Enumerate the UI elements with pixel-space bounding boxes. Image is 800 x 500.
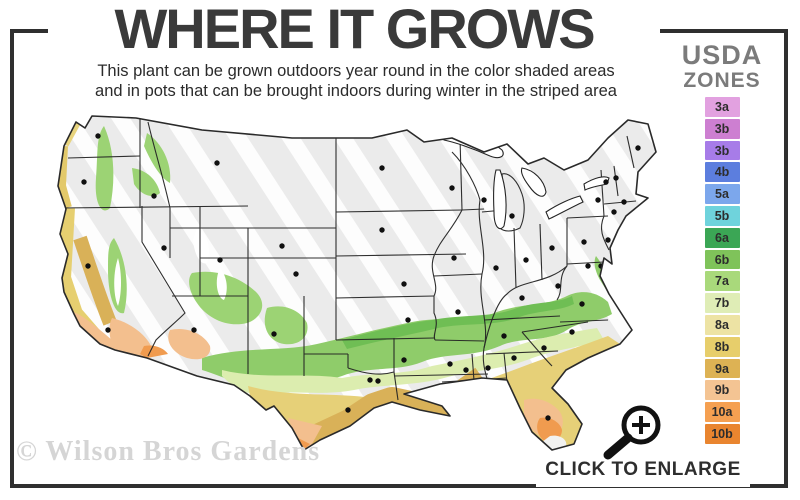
zone-swatch-10a-14: 10a — [704, 402, 740, 423]
city-dot — [569, 329, 575, 335]
city-dot — [585, 263, 591, 269]
zone-swatch-6a-6: 6a — [704, 227, 740, 248]
city-dot — [217, 257, 223, 263]
city-dot — [455, 309, 461, 315]
city-dot — [401, 281, 407, 287]
city-dot — [595, 197, 601, 203]
city-dot — [511, 355, 517, 361]
city-dot — [345, 407, 351, 413]
city-dot — [549, 245, 555, 251]
zone-swatch-5a-4: 5a — [704, 184, 740, 205]
city-dot — [611, 209, 617, 215]
magnifier-zoom-icon[interactable] — [596, 400, 662, 467]
city-dot — [581, 239, 587, 245]
watermark: © Wilson Bros Gardens — [16, 436, 321, 467]
usda-zones-legend: USDA ZONES 3a 3b 3b 4b 5a 5b 6a 6b 7a 7b 8a 8b 9a 9b 1… — [678, 42, 766, 444]
city-dot — [95, 133, 101, 139]
legend-title-zones: ZONES — [683, 69, 761, 92]
city-dots — [81, 133, 641, 421]
city-dot — [105, 327, 111, 333]
city-dot — [509, 213, 515, 219]
city-dot — [293, 271, 299, 277]
zone-swatch-3b-1: 3b — [704, 118, 740, 139]
page-title: WHERE IT GROWS — [48, 0, 660, 61]
city-dot — [161, 245, 167, 251]
zone-swatch-9a-12: 9a — [704, 358, 740, 379]
city-dot — [485, 365, 491, 371]
city-dot — [603, 179, 609, 185]
legend-title-usda: USDA — [681, 40, 763, 70]
city-dot — [545, 415, 551, 421]
zone-swatch-3b-2: 3b — [704, 140, 740, 161]
city-dot — [579, 301, 585, 307]
zone-swatch-10b-15: 10b — [704, 424, 740, 444]
city-dot — [271, 331, 277, 337]
click-to-enlarge-button[interactable]: CLICK TO ENLARGE — [536, 456, 750, 487]
city-dot — [635, 145, 641, 151]
zone-swatch-list: 3a 3b 3b 4b 5a 5b 6a 6b 7a 7b 8a 8b 9a 9b 10a 10b — [678, 97, 766, 444]
city-dot — [541, 345, 547, 351]
city-dot — [214, 160, 220, 166]
city-dot — [191, 327, 197, 333]
city-dot — [605, 237, 611, 243]
zone-swatch-8a-10: 8a — [704, 315, 740, 335]
zone-swatch-7b-9: 7b — [704, 293, 740, 314]
city-dot — [519, 295, 525, 301]
city-dot — [375, 378, 381, 384]
city-dot — [447, 361, 453, 367]
zone-swatch-3a-0: 3a — [704, 97, 740, 117]
subtitle-line-1: This plant can be grown outdoors year ro… — [97, 62, 615, 80]
subtitle-line-2: and in pots that can be brought indoors … — [95, 82, 617, 101]
us-zone-map[interactable] — [52, 108, 672, 485]
city-dot — [449, 185, 455, 191]
city-dot — [621, 199, 627, 205]
zone-swatch-5b-5: 5b — [704, 206, 740, 226]
city-dot — [421, 389, 427, 395]
city-dot — [379, 227, 385, 233]
city-dot — [555, 283, 561, 289]
city-dot — [405, 317, 411, 323]
city-dot — [613, 175, 619, 181]
city-dot — [523, 257, 529, 263]
city-dot — [85, 263, 91, 269]
city-dot — [279, 243, 285, 249]
city-dot — [401, 357, 407, 363]
city-dot — [151, 193, 157, 199]
zone-swatch-9b-13: 9b — [704, 380, 740, 401]
zone-swatch-7a-8: 7a — [704, 271, 740, 292]
city-dot — [379, 165, 385, 171]
city-dot — [451, 255, 457, 261]
city-dot — [501, 333, 507, 339]
us-outline — [57, 115, 657, 451]
city-dot — [481, 197, 487, 203]
zone-swatch-8b-11: 8b — [704, 336, 740, 357]
city-dot — [493, 265, 499, 271]
subtitle: This plant can be grown outdoors year ro… — [0, 61, 712, 101]
city-dot — [479, 383, 485, 389]
city-dot — [367, 377, 373, 383]
city-dot — [81, 179, 87, 185]
state-borders — [59, 118, 637, 401]
zone-swatch-4b-3: 4b — [704, 162, 740, 183]
city-dot — [463, 367, 469, 373]
zone-swatch-6b-7: 6b — [704, 249, 740, 270]
